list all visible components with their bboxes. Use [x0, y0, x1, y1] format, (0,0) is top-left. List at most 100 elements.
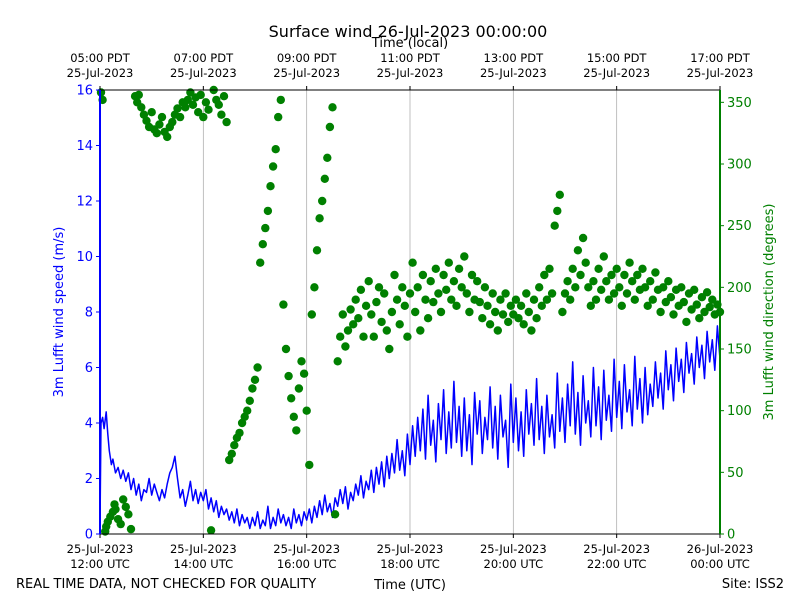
- wind-direction-point: [292, 426, 301, 435]
- bottom-tick-date: 25-Jul-2023: [377, 542, 444, 556]
- wind-direction-point: [310, 283, 319, 292]
- top-tick-date: 25-Jul-2023: [583, 66, 650, 80]
- wind-direction-point: [155, 120, 164, 129]
- wind-direction-point: [656, 307, 665, 317]
- wind-direction-point: [529, 295, 539, 304]
- bottom-tick-time: 16:00 UTC: [277, 557, 337, 571]
- wind-direction-point: [124, 510, 133, 519]
- wind-direction-point: [643, 301, 652, 310]
- wind-direction-point: [385, 344, 394, 354]
- wind-direction-point: [465, 307, 474, 317]
- wind-direction-point: [173, 104, 182, 113]
- wind-direction-point: [690, 285, 699, 294]
- wind-direction-point: [454, 264, 464, 273]
- wind-direction-point: [418, 270, 428, 280]
- left-tick-label: 8: [85, 306, 93, 321]
- wind-direction-point: [258, 240, 267, 249]
- top-tick-time: 17:00 PDT: [690, 51, 751, 65]
- wind-direction-point: [302, 406, 311, 415]
- wind-direction-point: [571, 283, 580, 292]
- wind-direction-point: [578, 233, 588, 243]
- wind-direction-point: [426, 277, 435, 286]
- wind-direction-point: [617, 301, 626, 310]
- wind-direction-point: [266, 182, 275, 191]
- wind-direction-point: [558, 307, 567, 317]
- bottom-tick-date: 25-Jul-2023: [170, 542, 237, 556]
- top-tick-time: 05:00 PDT: [70, 51, 131, 65]
- wind-direction-point: [253, 363, 262, 372]
- wind-direction-point: [434, 289, 443, 298]
- wind-direction-point: [330, 510, 340, 519]
- wind-direction-point: [545, 264, 554, 273]
- direction-series-layer: [96, 85, 725, 536]
- wind-direction-point: [245, 396, 254, 405]
- wind-direction-point: [201, 98, 211, 107]
- bottom-tick-date: 26-Jul-2023: [687, 542, 754, 556]
- wind-direction-point: [297, 357, 306, 366]
- wind-direction-point: [439, 270, 448, 280]
- wind-direction-point: [320, 174, 329, 183]
- bottom-tick-date: 25-Jul-2023: [67, 542, 134, 556]
- wind-direction-point: [361, 301, 371, 310]
- wind-direction-point: [504, 317, 513, 327]
- wind-direction-point: [485, 320, 495, 329]
- wind-direction-point: [457, 283, 466, 292]
- wind-direction-point: [550, 221, 559, 230]
- right-axis-ticks: 0 50 100 150 200 250 300 350: [720, 96, 752, 543]
- wind-direction-point: [111, 505, 120, 514]
- wind-direction-point: [475, 297, 484, 307]
- wind-direction-point: [604, 295, 614, 304]
- wind-direction-point: [498, 310, 508, 319]
- wind-direction-point: [349, 320, 358, 329]
- wind-direction-point: [682, 317, 691, 327]
- wind-direction-point: [318, 196, 327, 206]
- right-tick-label: 50: [727, 466, 744, 481]
- wind-direction-point: [188, 100, 198, 110]
- wind-direction-point: [568, 264, 577, 273]
- chart-title: Surface wind 26-Jul-2023 00:00:00: [269, 22, 548, 41]
- wind-direction-point: [423, 314, 433, 323]
- wind-direction-point: [612, 264, 621, 273]
- wind-direction-point: [516, 301, 526, 310]
- left-axis-ticks: 0 2 4 6 8 10 12 14 16: [76, 84, 100, 543]
- left-axis-label: 3m Lufft wind speed (m/s): [52, 227, 67, 398]
- bottom-tick-date: 25-Jul-2023: [273, 542, 340, 556]
- right-tick-label: 150: [727, 343, 752, 358]
- wind-direction-point: [563, 277, 572, 286]
- wind-direction-point: [217, 110, 226, 119]
- wind-direction-point: [279, 300, 288, 309]
- wind-direction-point: [483, 301, 492, 310]
- wind-direction-point: [346, 305, 355, 314]
- left-tick-label: 4: [85, 417, 93, 432]
- wind-direction-point: [230, 441, 239, 450]
- wind-direction-point: [431, 264, 440, 273]
- wind-direction-point: [591, 295, 601, 304]
- wind-direction-point: [514, 314, 523, 323]
- wind-direction-point: [338, 310, 347, 319]
- left-tick-label: 14: [76, 139, 93, 154]
- wind-direction-point: [351, 295, 360, 304]
- bottom-tick-time: 22:00 UTC: [587, 557, 647, 571]
- wind-direction-point: [250, 375, 260, 384]
- wind-direction-point: [398, 283, 407, 292]
- wind-direction-point: [206, 526, 216, 535]
- wind-direction-point: [527, 326, 536, 335]
- top-tick-time: 11:00 PDT: [380, 51, 441, 65]
- wind-direction-point: [299, 369, 309, 378]
- wind-direction-point: [147, 108, 156, 117]
- wind-direction-point: [163, 132, 172, 142]
- wind-direction-point: [659, 283, 668, 292]
- wind-direction-point: [547, 289, 557, 298]
- left-tick-label: 2: [85, 472, 93, 487]
- top-tick-date: 25-Jul-2023: [67, 66, 134, 80]
- right-tick-label: 250: [727, 219, 752, 234]
- wind-direction-point: [380, 289, 389, 298]
- wind-direction-point: [281, 344, 291, 354]
- wind-direction-point: [377, 317, 386, 327]
- bottom-tick-time: 18:00 UTC: [380, 557, 440, 571]
- right-tick-label: 300: [727, 158, 752, 173]
- wind-direction-point: [615, 283, 624, 292]
- wind-direction-point: [535, 283, 544, 292]
